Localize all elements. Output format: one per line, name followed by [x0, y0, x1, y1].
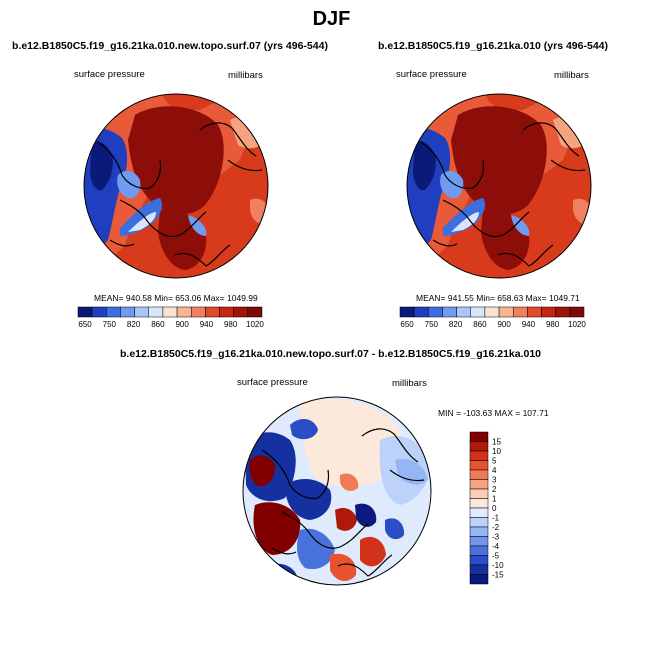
- panel-2-colorbar-swatch: [555, 306, 571, 318]
- panel-3-colorbar-tick-label: 3: [492, 476, 497, 485]
- panel-2-colorbar-swatch: [569, 306, 585, 318]
- panel-1-colorbar-tick-label: 900: [175, 320, 189, 329]
- panel-2-colorbar-swatch: [512, 306, 528, 318]
- panel-2-coastlines: [420, 122, 586, 267]
- panel-3-colorbar-swatch: [469, 450, 489, 461]
- panel-3-colorbar-swatch: [469, 517, 489, 528]
- panel-1-colorbar-swatch: [233, 306, 249, 318]
- panel-3-colorbar-swatch: [469, 507, 489, 518]
- panel-3-colorbar-tick-label: 4: [492, 466, 497, 475]
- panel-3-colorbar-swatch: [469, 498, 489, 509]
- panel-3-colorbar-tick-label: -3: [492, 533, 500, 542]
- panel-1-colorbar-swatch: [148, 306, 164, 318]
- panel-1-colorbar-swatch: [205, 306, 220, 318]
- panel-1-colorbar: 650 750 820 860 900 940 980 1020: [77, 306, 264, 329]
- panel-3-colorbar-tick-label: 1: [492, 495, 497, 504]
- panel-3-colorbar-swatch: [469, 526, 489, 537]
- panel-1-title: b.e12.B1850C5.f19_g16.21ka.010.new.topo.…: [12, 40, 328, 52]
- panel-2-colorbar-swatch: [527, 306, 542, 318]
- panel-1-colorbar-tick-label: 940: [200, 320, 214, 329]
- panel-3-colorbar-tick-label: 5: [492, 457, 497, 466]
- panel-1-colorbar-swatch: [176, 306, 192, 318]
- panel-1-colorbar-swatch: [219, 306, 234, 318]
- panel-3-units-label: millibars: [392, 378, 427, 389]
- panel-2-colorbar-swatch: [442, 306, 457, 318]
- panel-3-colorbar-swatch: [469, 555, 489, 566]
- panel-3-colorbar-swatch: [469, 479, 489, 490]
- panel-2-colorbar-swatch: [498, 306, 514, 318]
- panel-2-units-label: millibars: [554, 70, 589, 81]
- panel-2-stats: MEAN= 941.55 Min= 658.63 Max= 1049.71: [416, 293, 580, 303]
- figure-title: DJF: [312, 8, 351, 30]
- panel-2-colorbar-tick-label: 940: [522, 320, 536, 329]
- panel-3-variable-label: surface pressure: [237, 377, 308, 388]
- panel-3-colorbar-tick-label: -5: [492, 552, 500, 561]
- panel-2-title: b.e12.B1850C5.f19_g16.21ka.010 (yrs 496-…: [378, 40, 608, 52]
- panel-3-colorbar-tick-label: -4: [492, 542, 500, 551]
- panel-1-coastlines: [97, 122, 263, 267]
- panel-3-colorbar-tick-label: 0: [492, 504, 497, 513]
- panel-2-colorbar-tick-label: 900: [497, 320, 511, 329]
- panel-2-colorbar-swatch: [456, 306, 472, 318]
- panel-2-colorbar-tick-label: 980: [546, 320, 560, 329]
- panel-3-colorbar-swatch: [469, 574, 489, 585]
- panel-1-colorbar-swatch: [190, 306, 206, 318]
- panel-2-variable-label: surface pressure: [396, 69, 467, 80]
- panel-2-colorbar-swatch: [428, 306, 443, 318]
- panel-2-polar-map: [406, 93, 592, 279]
- panel-3-colorbar-swatch: [469, 545, 489, 556]
- panel-2-colorbar-tick-label: 1020: [568, 320, 586, 329]
- panel-3-colorbar-swatch: [469, 431, 489, 442]
- panel-3-colorbar-tick-label: -15: [492, 571, 504, 580]
- panel-1-colorbar-tick-label: 750: [103, 320, 117, 329]
- panel-1-polar-map: [83, 93, 269, 279]
- panel-3-colorbar-tick-label: -1: [492, 514, 500, 523]
- panel-1-colorbar-tick-label: 860: [151, 320, 165, 329]
- panel-3-colorbar-swatch: [469, 564, 489, 575]
- panel-3-colorbar-swatch: [469, 488, 489, 499]
- panel-3-colorbar-tick-label: -10: [492, 561, 504, 570]
- panel-2-colorbar: 650 750 820 860 900 940 980 1020: [399, 306, 586, 329]
- panel-3-colorbar-swatch: [469, 441, 489, 452]
- panel-3-colorbar-tick-label: 15: [492, 438, 501, 447]
- panel-2-colorbar-swatch: [470, 306, 486, 318]
- panel-1-colorbar-swatch: [106, 306, 121, 318]
- panel-3-stats: MIN = -103.63 MAX = 107.71: [438, 408, 549, 418]
- panel-1-colorbar-swatch: [247, 306, 263, 318]
- panel-2-colorbar-swatch: [484, 306, 500, 318]
- panel-2-colorbar-swatch: [399, 306, 415, 318]
- panel-1-colorbar-swatch: [120, 306, 135, 318]
- panel-3-coastlines: [261, 428, 425, 577]
- panel-3-colorbar-swatch: [469, 469, 489, 480]
- panel-1-colorbar-tick-label: 1020: [246, 320, 264, 329]
- panel-1-units-label: millibars: [228, 70, 263, 81]
- panel-1-stats: MEAN= 940.58 Min= 653.06 Max= 1049.99: [94, 293, 258, 303]
- panel-1-colorbar-tick-label: 820: [127, 320, 141, 329]
- panel-1-colorbar-swatch: [91, 306, 107, 318]
- panel-2-colorbar-swatch: [541, 306, 556, 318]
- panel-2-colorbar-tick-label: 860: [473, 320, 487, 329]
- panel-3-colorbar-swatch: [469, 460, 489, 471]
- panel-2-colorbar-tick-label: 750: [425, 320, 439, 329]
- panel-3-polar-map: [242, 396, 432, 586]
- panel-3-colorbar-tick-label: 2: [492, 485, 497, 494]
- panel-1-colorbar-tick-label: 980: [224, 320, 238, 329]
- panel-3-colorbar-tick-label: -2: [492, 523, 500, 532]
- panel-3-title: b.e12.B1850C5.f19_g16.21ka.010.new.topo.…: [120, 348, 542, 360]
- panel-2-colorbar-tick-label: 650: [400, 320, 414, 329]
- panel-1-colorbar-swatch: [134, 306, 150, 318]
- panel-2-pressure-field: [407, 94, 591, 278]
- panel-3-colorbar-tick-label: 10: [492, 447, 501, 456]
- panel-1-colorbar-tick-label: 650: [78, 320, 92, 329]
- panel-3-colorbar-swatch: [469, 536, 489, 547]
- panel-1-pressure-field: [84, 94, 268, 278]
- panel-2-colorbar-tick-label: 820: [449, 320, 463, 329]
- panel-1-colorbar-swatch: [162, 306, 178, 318]
- panel-2-colorbar-swatch: [413, 306, 429, 318]
- panel-1-colorbar-swatch: [77, 306, 93, 318]
- panel-1-variable-label: surface pressure: [74, 69, 145, 80]
